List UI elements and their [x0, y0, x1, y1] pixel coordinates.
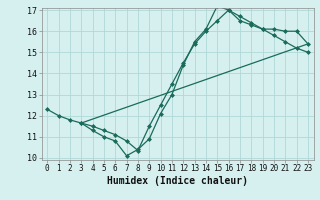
X-axis label: Humidex (Indice chaleur): Humidex (Indice chaleur) [107, 176, 248, 186]
